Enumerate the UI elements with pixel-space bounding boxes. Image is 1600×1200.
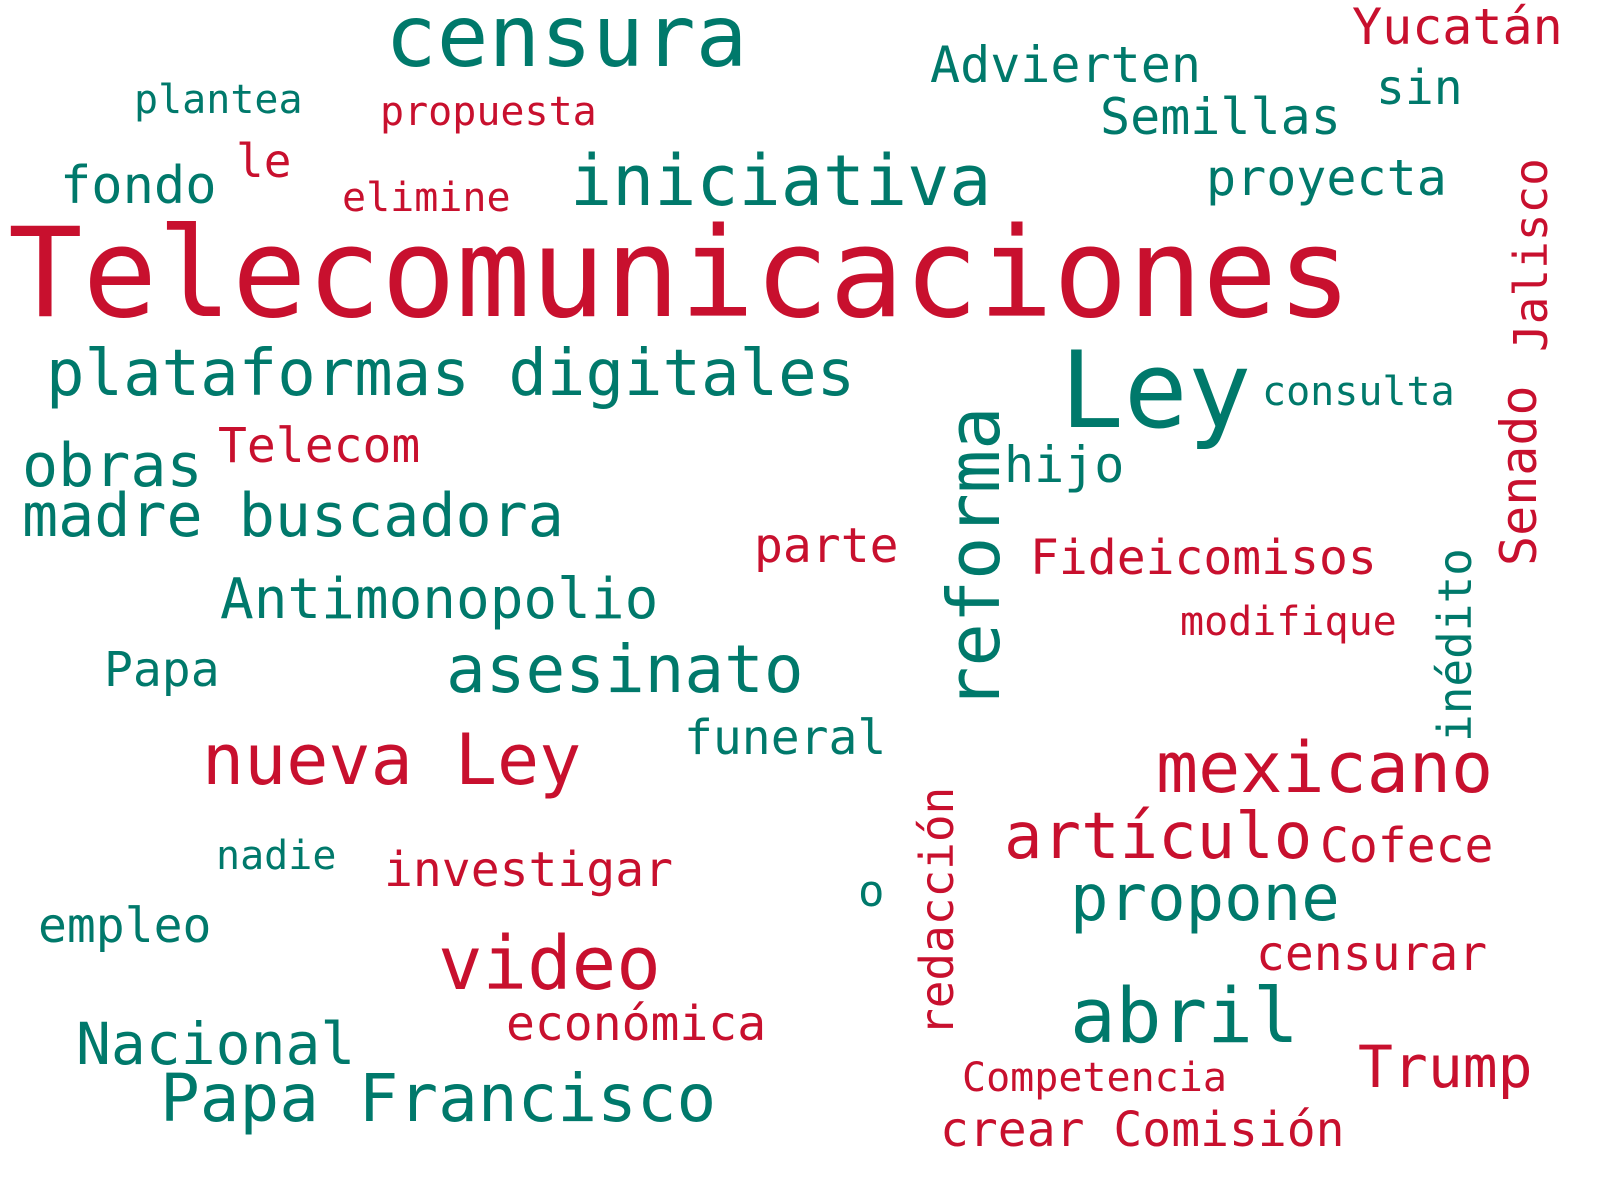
word-le: le [236, 134, 292, 188]
word-obras: obras [22, 431, 203, 501]
word-articulo: artículo [1004, 800, 1313, 874]
word-nacional: Nacional [76, 1010, 356, 1078]
word-cofece: Cofece [1320, 818, 1494, 874]
word-propone: propone [1070, 862, 1340, 936]
word-o: o [858, 866, 885, 917]
word-papa: Papa [104, 642, 220, 698]
word-funeral: funeral [684, 710, 887, 766]
word-antimonopolio: Antimonopolio [220, 567, 659, 632]
word-advierten: Advierten [930, 36, 1201, 94]
word-yucatan: Yucatán [1352, 0, 1563, 56]
word-semillas: Semillas [1100, 88, 1341, 146]
word-hijo: hijo [1004, 436, 1125, 494]
word-reforma: reforma [932, 406, 1016, 710]
word-fideicomisos: Fideicomisos [1030, 530, 1377, 586]
word-ley: Ley [1060, 329, 1252, 452]
word-madre-buscadora: madre buscadora [22, 481, 564, 551]
word-economica: económica [506, 996, 767, 1052]
word-proyecta: proyecta [1206, 149, 1447, 207]
word-redaccion: redacción [910, 786, 964, 1036]
word-telecomunicaciones: Telecomunicaciones [8, 202, 1352, 346]
word-parte: parte [754, 518, 899, 574]
word-consulta: consulta [1262, 369, 1455, 415]
word-modifique: modifique [1180, 599, 1397, 645]
word-sin: sin [1376, 60, 1463, 116]
word-censurar: censurar [1256, 926, 1488, 982]
word-nueva-ley: nueva Ley [202, 719, 582, 801]
word-competencia: Competencia [962, 1055, 1227, 1101]
word-telecom: Telecom [218, 418, 421, 474]
word-abril: abril [1070, 971, 1299, 1060]
word-censura: censura [385, 0, 748, 87]
word-plantea: plantea [134, 77, 303, 123]
word-nadie: nadie [216, 833, 337, 879]
word-elimine: elimine [342, 175, 511, 221]
word-mexicano: mexicano [1156, 727, 1494, 809]
word-plataformas-digitales: plataformas digitales [46, 337, 856, 411]
word-asesinato: asesinato [446, 631, 804, 708]
word-jalisco: Jalisco [1504, 158, 1558, 352]
word-senado: Senado [1490, 385, 1548, 566]
word-propuesta: propuesta [380, 89, 597, 135]
word-empleo: empleo [38, 898, 212, 954]
word-iniciativa: iniciativa [570, 140, 992, 222]
word-crear-comision: crear Comisión [940, 1102, 1345, 1158]
word-papa-francisco: Papa Francisco [160, 1060, 717, 1137]
word-video: video [438, 921, 661, 1007]
word-trump: Trump [1358, 1033, 1533, 1101]
word-fondo: fondo [60, 156, 217, 216]
word-investigar: investigar [384, 842, 673, 898]
word-inedito: inédito [1428, 548, 1482, 742]
